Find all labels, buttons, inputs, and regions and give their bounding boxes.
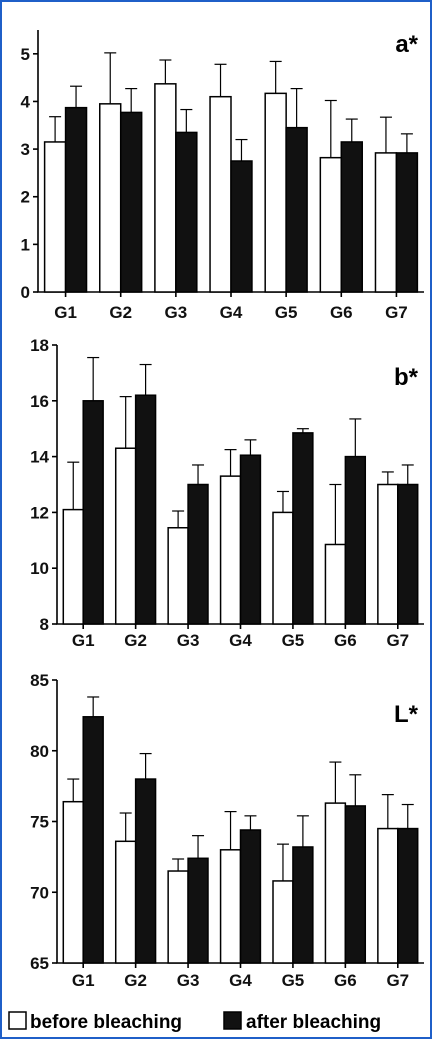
y-tick-label: 75 [30,813,49,832]
bar-after [395,152,419,293]
bar-before [272,880,294,964]
bar-after [64,106,88,293]
category-label: G5 [282,971,305,990]
category-label: G4 [229,971,252,990]
category-label: G3 [177,971,200,990]
bar-before [114,447,137,625]
y-tick-label: 5 [21,45,30,64]
bar-before [377,483,399,625]
category-label: G1 [72,971,95,990]
panel-label: b* [394,364,419,391]
bar-before [114,840,137,964]
bar-before [219,475,242,625]
category-label: G6 [334,631,357,650]
legend: before bleaching after bleaching [8,1011,381,1033]
bar-before [99,103,122,293]
bar-after [82,716,104,964]
y-tick-label: 16 [30,392,49,411]
y-tick-label: 8 [40,615,49,634]
bar-before [374,152,398,293]
bar-before [264,92,287,293]
legend-swatch-after [223,1011,242,1030]
y-tick-label: 12 [30,503,49,522]
category-label: G5 [282,631,305,650]
bar-before [219,849,242,964]
legend-swatch-before [8,1011,27,1030]
category-label: G7 [386,971,409,990]
bar-after [82,400,104,625]
y-tick-label: 65 [30,954,49,973]
category-label: G1 [72,631,95,650]
legend-label-after: after bleaching [246,1012,381,1033]
bar-before [377,827,399,964]
bar-after [292,846,314,964]
y-tick-label: 80 [30,742,49,761]
panel-label: a* [395,31,418,58]
chart-panel-l: 65 70 75 80 85 G1 G2 G3 G4 G5 G6 G7 L* [30,671,424,990]
bar-after [175,131,198,293]
y-tick-label: 0 [21,283,30,302]
chart-panel-b: 8 10 12 14 16 18 G1 G2 G3 G4 G5 G6 G7 b* [30,336,424,650]
bar-after [344,455,367,625]
y-tick-label: 14 [30,448,49,467]
bar-before [167,526,189,625]
bar-after [119,111,143,293]
category-label: G4 [229,631,252,650]
category-label: G3 [165,303,188,322]
y-tick-label: 18 [30,336,49,355]
bar-before [272,511,294,625]
category-label: G6 [334,971,357,990]
y-tick-label: 2 [21,188,30,207]
category-label: G2 [124,631,147,650]
bar-after [344,805,367,964]
y-tick-label: 10 [30,559,49,578]
bar-after [285,126,308,293]
category-label: G1 [54,303,77,322]
bar-after [187,483,209,625]
category-label: G7 [385,303,408,322]
category-label: G4 [220,303,243,322]
bar-after [340,141,363,293]
bar-after [292,432,314,625]
bar-before [324,802,347,964]
bar-after [239,454,262,625]
y-tick-label: 85 [30,671,49,690]
category-label: G6 [330,303,353,322]
bar-after [134,778,157,964]
category-label: G5 [275,303,298,322]
bar-before [324,543,347,625]
bar-before [62,800,84,964]
category-label: G2 [124,971,147,990]
y-tick-label: 70 [30,883,49,902]
panel-label: L* [394,701,419,728]
bar-after [134,394,157,625]
legend-label-before: before bleaching [30,1012,182,1033]
chart-panel-a: 0 1 2 3 4 5 G1 G2 G3 G4 G5 G6 G7 a* [21,30,424,322]
category-label: G7 [386,631,409,650]
bar-after [397,827,419,964]
bar-after [230,160,253,293]
y-tick-label: 4 [21,92,31,111]
bar-before [167,870,189,964]
bar-after [239,829,262,964]
bar-before [209,95,232,293]
bar-before [319,156,343,293]
y-tick-label: 3 [21,140,30,159]
bar-after [397,483,419,625]
y-tick-label: 1 [21,235,30,254]
bar-before [43,141,67,293]
category-label: G3 [177,631,200,650]
bar-before [62,508,84,625]
category-label: G2 [109,303,132,322]
bar-before [154,83,177,293]
bar-after [187,857,209,964]
